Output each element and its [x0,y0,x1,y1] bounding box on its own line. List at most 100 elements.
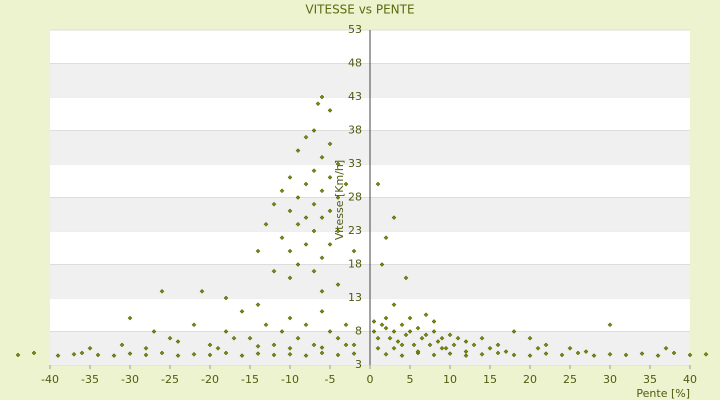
point [575,350,581,356]
point [439,345,445,351]
point [319,309,325,314]
point [319,154,325,160]
point [311,268,317,274]
point [119,342,125,348]
x-tick-label: 25 [563,373,577,386]
point [439,335,445,341]
x-tick-label: -15 [241,373,259,386]
point [223,329,229,334]
point [403,275,409,281]
point [287,345,293,351]
point [295,221,301,227]
point [255,248,261,254]
y-tick-label: 48 [348,57,362,70]
point [391,302,397,308]
point [319,188,325,194]
point [703,351,709,357]
point [375,345,381,351]
point [223,295,229,301]
point [111,353,117,358]
x-tick-label: -35 [81,373,99,386]
point [343,342,349,348]
point [407,315,413,321]
point [591,353,597,358]
point [143,352,149,358]
y-tick-label: 28 [348,191,362,204]
point [687,352,693,358]
y-tick-label: 8 [355,325,362,338]
point [319,288,325,294]
point [431,319,437,324]
y-tick-label: 38 [348,124,362,137]
point [527,335,533,341]
point [495,350,501,356]
point [287,208,293,214]
point [383,351,389,357]
point [327,108,333,113]
y-tick-label: 13 [348,291,362,304]
point [303,353,309,358]
point [479,351,485,357]
point [415,349,421,354]
point [583,349,589,354]
point [535,345,541,351]
point [295,335,301,341]
point [567,345,573,351]
point [71,351,77,357]
point [495,342,501,348]
point [311,342,317,348]
point [527,353,533,358]
point [403,332,409,338]
point [487,345,493,351]
point [391,215,397,220]
point [327,208,333,214]
point [375,335,381,341]
point [271,268,277,274]
point [255,302,261,308]
point [327,175,333,180]
point [399,353,405,358]
y-tick-label: 33 [348,157,362,170]
point [319,94,325,100]
point [343,181,349,187]
x-tick-label: -20 [201,373,219,386]
point [271,342,277,348]
point [327,141,333,147]
point [503,349,509,354]
point [287,175,293,180]
point [95,352,101,358]
point [335,352,341,358]
point [371,319,377,324]
point [419,335,425,341]
point [543,342,549,348]
point [335,161,341,167]
x-tick-label: 10 [443,373,457,386]
x-tick-label: 5 [407,373,414,386]
point [471,342,477,348]
x-axis-label: Pente [%] [636,387,690,400]
point [435,339,441,344]
point [319,255,325,261]
point [375,181,381,187]
point [311,168,317,174]
point [311,201,317,207]
point [279,235,285,241]
point [511,352,517,358]
x-tick-label: -30 [121,373,139,386]
point [383,315,389,321]
point [351,351,357,356]
point [607,351,613,357]
x-tick-label: 35 [643,373,657,386]
point [543,351,549,356]
point [271,352,277,358]
point [407,329,413,334]
x-tick-label: -10 [281,373,299,386]
point [431,329,437,334]
point [263,221,269,227]
point [327,329,333,334]
point [447,332,453,338]
point [207,342,213,348]
y-tick-label: 18 [348,258,362,271]
point [671,350,677,356]
point [319,215,325,220]
